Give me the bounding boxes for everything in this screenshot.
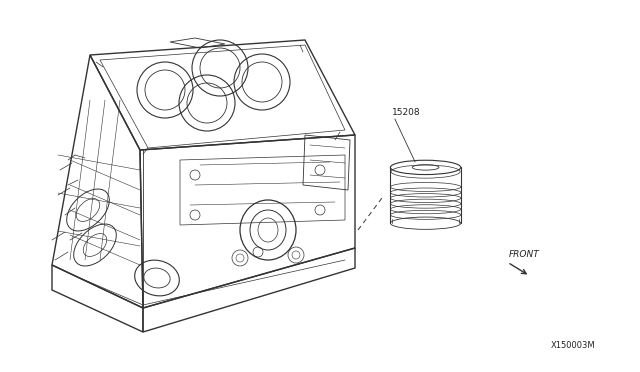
Text: FRONT: FRONT <box>509 250 540 259</box>
Text: X150003M: X150003M <box>550 341 595 350</box>
Text: 15208: 15208 <box>392 108 420 117</box>
